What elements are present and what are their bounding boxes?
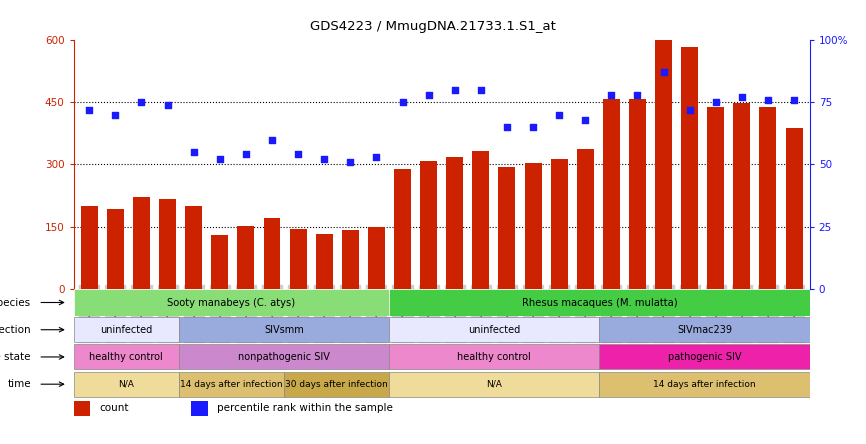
Bar (389, 345, 599, 369)
Text: nonpathogenic SIV: nonpathogenic SIV (238, 352, 330, 362)
Bar (655, 40, 672, 289)
Text: 14 days after infection: 14 days after infection (653, 380, 756, 388)
Bar (178, 372, 284, 396)
Point (656, 69, 670, 76)
Bar (389, 317, 599, 342)
Bar (74, 289, 389, 316)
Text: uninfected: uninfected (469, 325, 520, 335)
Bar (599, 317, 810, 342)
Point (317, 156, 331, 163)
Point (344, 159, 358, 166)
Bar (74, 345, 178, 369)
Point (761, 96, 775, 103)
Point (448, 86, 462, 93)
Bar (133, 197, 150, 289)
Bar (368, 227, 385, 289)
Bar (734, 103, 750, 289)
Point (604, 91, 618, 98)
Text: 14 days after infection: 14 days after infection (180, 380, 282, 388)
Text: healthy control: healthy control (89, 352, 163, 362)
Bar (284, 372, 389, 396)
Text: SIVsmm: SIVsmm (264, 325, 304, 335)
Bar (107, 209, 124, 289)
Bar (394, 169, 411, 289)
Bar (389, 289, 810, 316)
Point (474, 86, 488, 93)
Text: species: species (0, 297, 31, 308)
Bar (263, 218, 281, 289)
Bar (342, 230, 359, 289)
Point (82, 106, 96, 113)
Bar (191, 401, 208, 416)
Point (239, 151, 253, 158)
Bar (525, 163, 541, 289)
Text: percentile rank within the sample: percentile rank within the sample (217, 403, 393, 413)
Point (526, 123, 540, 131)
Text: SIVmac239: SIVmac239 (677, 325, 732, 335)
Point (291, 151, 305, 158)
Text: pathogenic SIV: pathogenic SIV (668, 352, 741, 362)
Text: healthy control: healthy control (457, 352, 531, 362)
Bar (178, 317, 389, 342)
Text: infection: infection (0, 325, 31, 335)
Point (630, 91, 644, 98)
Point (370, 154, 384, 161)
Bar (185, 206, 202, 289)
Point (265, 136, 279, 143)
Text: disease state: disease state (0, 352, 31, 362)
Bar (499, 167, 515, 289)
Bar (472, 151, 489, 289)
Text: N/A: N/A (487, 380, 502, 388)
Bar (577, 149, 594, 289)
Point (708, 99, 722, 106)
Bar (74, 372, 178, 396)
Bar (708, 107, 724, 289)
Text: Rhesus macaques (M. mulatta): Rhesus macaques (M. mulatta) (521, 297, 677, 308)
Point (787, 96, 801, 103)
Bar (289, 229, 307, 289)
Text: N/A: N/A (119, 380, 134, 388)
Bar (178, 345, 389, 369)
Point (134, 99, 148, 106)
Text: 30 days after infection: 30 days after infection (285, 380, 388, 388)
Bar (211, 235, 229, 289)
Bar (682, 47, 698, 289)
Bar (785, 128, 803, 289)
Text: count: count (100, 403, 129, 413)
Bar (599, 345, 810, 369)
Bar (603, 99, 620, 289)
Text: time: time (7, 379, 31, 389)
Point (578, 116, 592, 123)
Point (213, 156, 227, 163)
Bar (629, 99, 646, 289)
Bar (81, 206, 98, 289)
Point (396, 99, 410, 106)
Bar (759, 107, 777, 289)
Bar (237, 226, 255, 289)
Bar (316, 234, 333, 289)
Bar (551, 159, 567, 289)
Point (108, 111, 122, 118)
Bar (389, 372, 599, 396)
Bar (74, 401, 90, 416)
Bar (159, 199, 176, 289)
Point (500, 123, 514, 131)
Text: GDS4223 / MmugDNA.21733.1.S1_at: GDS4223 / MmugDNA.21733.1.S1_at (310, 20, 556, 33)
Bar (446, 157, 463, 289)
Bar (420, 161, 437, 289)
Point (422, 91, 436, 98)
Point (161, 101, 175, 108)
Point (735, 94, 749, 101)
Bar (599, 372, 810, 396)
Text: uninfected: uninfected (100, 325, 152, 335)
Point (553, 111, 566, 118)
Text: Sooty manabeys (C. atys): Sooty manabeys (C. atys) (167, 297, 295, 308)
Bar (74, 317, 178, 342)
Point (682, 106, 696, 113)
Point (187, 148, 201, 155)
